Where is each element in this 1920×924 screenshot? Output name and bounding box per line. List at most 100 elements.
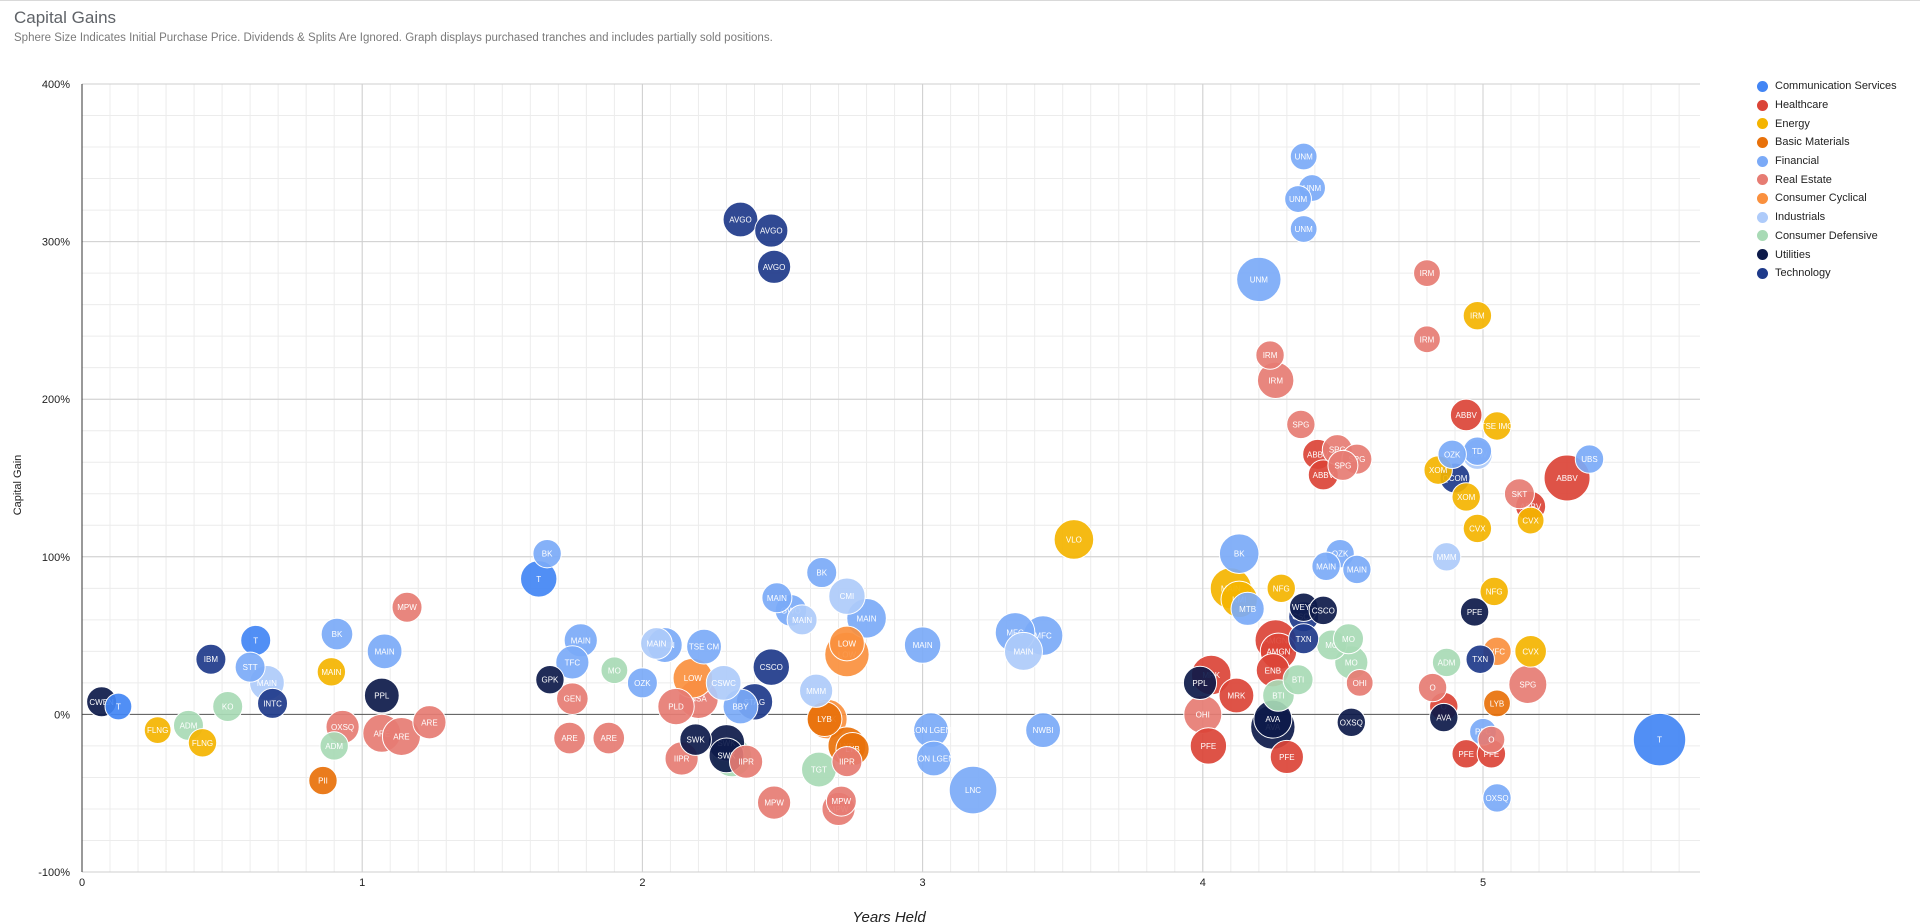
data-bubble[interactable] bbox=[320, 617, 354, 651]
data-bubble[interactable] bbox=[553, 721, 586, 755]
data-bubble[interactable] bbox=[754, 213, 789, 248]
data-bubble[interactable] bbox=[1413, 325, 1441, 354]
legend-item[interactable]: Utilities bbox=[1757, 245, 1897, 264]
data-bubble[interactable] bbox=[1514, 635, 1547, 668]
data-bubble[interactable] bbox=[1311, 551, 1341, 581]
data-bubble[interactable] bbox=[1266, 573, 1296, 604]
legend-item[interactable]: Energy bbox=[1757, 114, 1897, 133]
data-bubble[interactable] bbox=[187, 728, 218, 758]
data-bubble[interactable] bbox=[257, 687, 289, 719]
data-bubble[interactable] bbox=[1286, 409, 1316, 440]
data-bubble[interactable] bbox=[308, 765, 338, 796]
data-bubble[interactable] bbox=[1288, 623, 1320, 655]
data-bubble[interactable] bbox=[1289, 142, 1318, 171]
data-bubble[interactable] bbox=[1482, 783, 1512, 813]
data-bubble[interactable] bbox=[1462, 513, 1493, 544]
data-bubble[interactable] bbox=[640, 627, 673, 660]
data-bubble[interactable] bbox=[786, 604, 818, 636]
data-bubble[interactable] bbox=[1189, 727, 1228, 765]
data-bubble[interactable] bbox=[1477, 725, 1506, 754]
data-bubble[interactable] bbox=[195, 643, 227, 675]
data-bubble[interactable] bbox=[1413, 259, 1441, 288]
data-bubble[interactable] bbox=[1462, 300, 1493, 331]
data-bubble[interactable] bbox=[1236, 256, 1282, 303]
data-bubble[interactable] bbox=[1308, 595, 1338, 626]
data-bubble[interactable] bbox=[363, 677, 400, 714]
data-bubble[interactable] bbox=[657, 687, 695, 726]
data-bubble[interactable] bbox=[1053, 519, 1095, 560]
data-bubble[interactable] bbox=[1336, 707, 1367, 737]
data-bubble[interactable] bbox=[1230, 591, 1265, 626]
data-bubble[interactable] bbox=[412, 705, 447, 740]
data-bubble[interactable] bbox=[679, 723, 712, 756]
legend-item[interactable]: Healthcare bbox=[1757, 96, 1897, 115]
data-bubble[interactable] bbox=[556, 682, 589, 715]
data-bubble[interactable] bbox=[1333, 623, 1365, 655]
data-bubble[interactable] bbox=[1282, 664, 1314, 696]
data-bubble[interactable] bbox=[1003, 631, 1043, 671]
data-bubble[interactable] bbox=[555, 645, 590, 680]
data-bubble[interactable] bbox=[825, 785, 857, 817]
legend-item[interactable]: Basic Materials bbox=[1757, 133, 1897, 152]
data-bubble[interactable] bbox=[600, 656, 629, 685]
data-bubble[interactable] bbox=[366, 633, 403, 670]
data-bubble[interactable] bbox=[1465, 644, 1495, 674]
data-bubble[interactable] bbox=[828, 577, 866, 615]
data-bubble[interactable] bbox=[1284, 185, 1312, 213]
data-bubble[interactable] bbox=[1218, 533, 1260, 574]
data-bubble[interactable] bbox=[722, 201, 759, 238]
data-bubble[interactable] bbox=[1482, 411, 1512, 441]
data-bubble[interactable] bbox=[316, 657, 347, 687]
data-bubble[interactable] bbox=[831, 746, 863, 778]
data-bubble[interactable] bbox=[1345, 668, 1374, 697]
data-bubble[interactable] bbox=[1269, 739, 1304, 775]
data-bubble[interactable] bbox=[1437, 439, 1467, 470]
data-bubble[interactable] bbox=[948, 765, 998, 815]
legend-item[interactable]: Communication Services bbox=[1757, 77, 1897, 96]
data-bubble[interactable] bbox=[212, 691, 244, 723]
data-bubble[interactable] bbox=[1218, 677, 1255, 714]
data-bubble[interactable] bbox=[1327, 449, 1359, 481]
data-bubble[interactable] bbox=[626, 667, 658, 699]
data-bubble[interactable] bbox=[903, 626, 942, 664]
data-bubble[interactable] bbox=[1342, 554, 1372, 585]
data-bubble[interactable] bbox=[1449, 398, 1483, 432]
data-bubble[interactable] bbox=[1451, 482, 1481, 512]
data-bubble[interactable] bbox=[1431, 542, 1462, 572]
data-bubble[interactable] bbox=[1255, 340, 1285, 370]
data-bubble[interactable] bbox=[1182, 665, 1218, 700]
data-bubble[interactable] bbox=[1574, 444, 1605, 474]
data-bubble[interactable] bbox=[143, 716, 172, 745]
data-bubble[interactable] bbox=[1459, 597, 1490, 627]
data-bubble[interactable] bbox=[1516, 506, 1545, 535]
data-bubble[interactable] bbox=[686, 628, 722, 665]
legend-item[interactable]: Consumer Cyclical bbox=[1757, 189, 1897, 208]
data-bubble[interactable] bbox=[1503, 478, 1535, 510]
data-bubble[interactable] bbox=[761, 582, 793, 614]
data-bubble[interactable] bbox=[1431, 647, 1462, 678]
data-bubble[interactable] bbox=[1483, 689, 1511, 718]
data-bubble[interactable] bbox=[728, 744, 764, 779]
data-bubble[interactable] bbox=[752, 648, 790, 686]
data-bubble[interactable] bbox=[915, 740, 952, 777]
data-bubble[interactable] bbox=[319, 731, 349, 761]
legend-item[interactable]: Consumer Defensive bbox=[1757, 227, 1897, 246]
data-bubble[interactable] bbox=[1417, 672, 1448, 703]
data-bubble[interactable] bbox=[234, 651, 266, 683]
data-bubble[interactable] bbox=[1632, 712, 1687, 767]
legend-item[interactable]: Real Estate bbox=[1757, 170, 1897, 189]
data-bubble[interactable] bbox=[829, 625, 865, 662]
data-bubble[interactable] bbox=[756, 249, 792, 284]
legend-item[interactable]: Technology bbox=[1757, 264, 1897, 283]
data-bubble[interactable] bbox=[532, 538, 562, 569]
data-bubble[interactable] bbox=[1429, 702, 1459, 733]
legend-item[interactable]: Financial bbox=[1757, 152, 1897, 171]
data-bubble[interactable] bbox=[391, 591, 423, 623]
data-bubble[interactable] bbox=[756, 785, 792, 820]
data-bubble[interactable] bbox=[799, 673, 834, 708]
data-bubble[interactable] bbox=[104, 692, 133, 721]
data-bubble[interactable] bbox=[1479, 576, 1509, 607]
data-bubble[interactable] bbox=[1289, 215, 1318, 243]
data-bubble[interactable] bbox=[592, 721, 626, 755]
legend-item[interactable]: Industrials bbox=[1757, 208, 1897, 227]
